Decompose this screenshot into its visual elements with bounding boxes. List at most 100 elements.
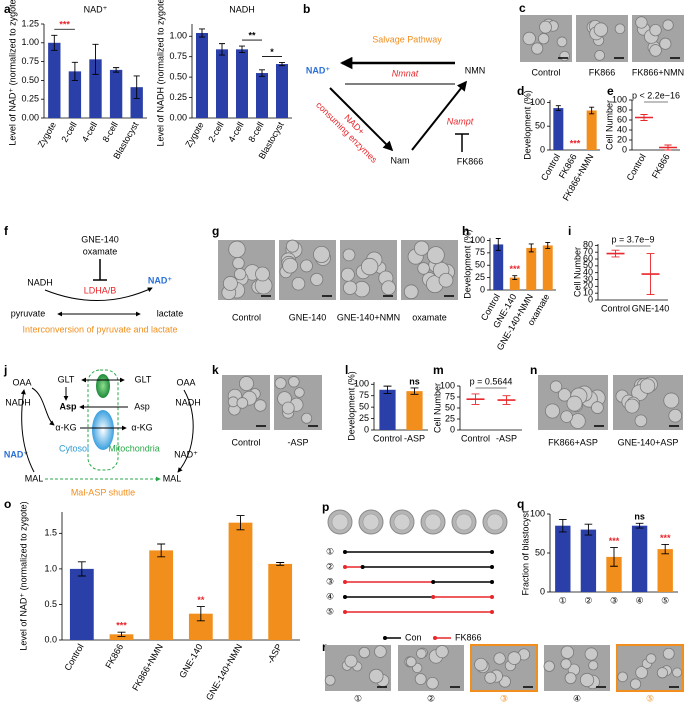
node: GLT [135, 374, 152, 384]
bar [69, 568, 94, 640]
bar [657, 549, 673, 592]
micrograph [538, 375, 608, 430]
y-tick-label: 0.00 [21, 112, 39, 122]
embryo [340, 267, 355, 282]
panel-letter: g [212, 224, 219, 238]
node: NAD⁺ [174, 449, 198, 459]
y-tick-label: 70 [583, 247, 593, 257]
significance: ** [248, 30, 256, 40]
x-tick-label: GNE-140 [177, 642, 204, 680]
y-tick-label: 0.50 [21, 75, 39, 85]
error-bar [77, 561, 86, 577]
panel-letter: f [4, 224, 9, 238]
node: Asp [59, 401, 77, 411]
error-bar [383, 385, 392, 394]
micrograph [218, 240, 275, 300]
y-tick-label: 75 [475, 247, 485, 257]
row-label: ⑤ [326, 606, 334, 616]
error-bar [502, 395, 511, 405]
y-tick-label: 25 [445, 413, 455, 423]
x-tick-label: 2-cell [206, 120, 225, 144]
node: MAL [163, 473, 182, 483]
image-label: Control [531, 67, 560, 77]
y-axis-label: Development (%) [346, 371, 356, 441]
y-tick-label: 40 [583, 267, 593, 277]
bar [228, 522, 253, 640]
embryo [426, 676, 439, 690]
timepoint [490, 565, 494, 569]
embryo [300, 259, 313, 273]
y-tick-label: 25 [359, 413, 369, 423]
image-label: ④ [573, 693, 581, 703]
micrograph [274, 375, 322, 430]
y-axis-label: Development (%) [522, 90, 532, 160]
transporter [96, 374, 110, 398]
p-value: p < 2.2e−16 [632, 90, 680, 100]
x-tick-label: -ASP [496, 433, 517, 443]
embryo [405, 656, 417, 668]
x-tick-label: GNE-140 [632, 303, 670, 313]
error-bar [239, 45, 245, 54]
bar [606, 556, 622, 592]
embryo [635, 666, 648, 679]
error-bar [410, 387, 419, 395]
y-tick-label: 50 [475, 260, 485, 270]
embryo [282, 257, 298, 274]
y-tick-label: 1.00 [169, 31, 187, 41]
y-tick-label: 0 [480, 284, 485, 294]
stage-embryo [424, 513, 442, 531]
y-tick-label: 20 [583, 281, 593, 291]
error-bar [276, 562, 285, 566]
error-bar [555, 105, 561, 111]
y-tick-label: 0.75 [169, 51, 187, 61]
y-tick-label: 50 [535, 121, 545, 131]
node: lactate [157, 308, 184, 318]
image-label: Control [231, 437, 260, 447]
embryo [381, 280, 396, 296]
error-bar [92, 43, 99, 75]
compartment: Cytosol [59, 443, 89, 453]
panel-letter: c [519, 1, 526, 15]
error-bar [495, 238, 501, 251]
error-bar [279, 61, 285, 67]
y-tick-label: 25 [475, 272, 485, 282]
embryo [368, 668, 384, 684]
micrograph [401, 240, 458, 300]
embryo [662, 647, 675, 660]
arrow [411, 80, 468, 151]
y-tick-label: 1.00 [21, 37, 39, 47]
panel-letter: o [4, 497, 11, 511]
y-tick-label: 80 [617, 104, 627, 114]
y-axis-label: Fraction of blastocyst [520, 510, 530, 596]
node: GLT [58, 374, 75, 384]
panel-letter: a [4, 2, 11, 16]
embryo [301, 412, 313, 424]
significance: *** [509, 264, 520, 274]
embryo [591, 401, 604, 414]
error-bar [113, 67, 120, 73]
image-label: FK866+NMN [632, 67, 684, 77]
significance: ** [197, 595, 205, 605]
embryo [342, 280, 358, 295]
error-bar [528, 243, 534, 253]
image-label: ② [427, 693, 435, 703]
embryo [438, 272, 454, 288]
node: NADH [175, 397, 201, 407]
embryo [414, 673, 427, 686]
micrograph [324, 645, 391, 691]
embryo [659, 37, 672, 50]
y-tick-label: 100 [612, 94, 627, 104]
embryo [549, 380, 563, 393]
y-tick-label: 0.00 [169, 112, 187, 122]
enzyme: LDHA/B [84, 285, 117, 295]
embryo [228, 240, 246, 258]
y-axis-label: Cell Number [432, 383, 442, 433]
x-tick-label: Zygote [183, 120, 205, 149]
embryo [313, 245, 330, 263]
y-tick-label: 0.50 [169, 72, 187, 82]
embryo [539, 20, 552, 34]
error-bar [635, 522, 644, 529]
compartment: Mitochondria [108, 443, 160, 453]
